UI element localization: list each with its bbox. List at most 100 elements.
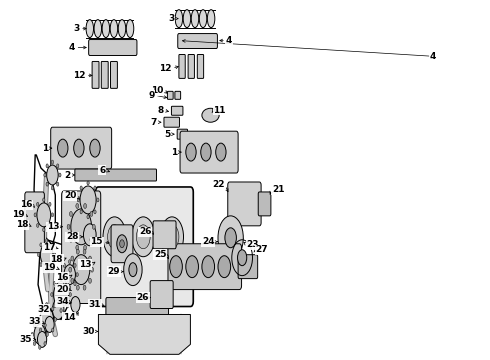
Text: 25: 25 [154,250,166,259]
Circle shape [90,211,93,216]
Circle shape [80,186,96,214]
Circle shape [49,202,51,206]
Circle shape [136,225,150,249]
Circle shape [37,202,39,206]
FancyBboxPatch shape [197,54,204,78]
Circle shape [60,276,62,280]
Text: 23: 23 [247,240,259,249]
FancyBboxPatch shape [50,127,112,169]
Text: 27: 27 [255,245,268,254]
Circle shape [69,285,71,289]
Ellipse shape [94,20,101,37]
Text: 11: 11 [214,106,226,115]
FancyBboxPatch shape [228,182,261,226]
Circle shape [51,186,53,190]
Ellipse shape [126,20,134,37]
FancyBboxPatch shape [106,298,169,315]
Text: 16: 16 [20,201,32,210]
Ellipse shape [191,10,199,28]
Ellipse shape [207,10,215,28]
Text: 4: 4 [430,52,436,61]
FancyBboxPatch shape [178,33,218,49]
Ellipse shape [86,20,94,37]
Circle shape [31,332,33,336]
Circle shape [132,217,155,257]
FancyBboxPatch shape [168,244,242,289]
Circle shape [238,250,247,266]
Text: 13: 13 [47,222,59,231]
Circle shape [74,139,84,157]
Circle shape [53,304,56,308]
Circle shape [84,245,87,250]
Circle shape [202,256,215,278]
Circle shape [34,213,36,217]
Circle shape [74,264,76,267]
Circle shape [77,198,79,202]
Circle shape [47,165,58,185]
FancyBboxPatch shape [172,106,183,115]
Circle shape [59,173,61,177]
Circle shape [129,263,137,276]
Text: 16: 16 [56,273,69,282]
Circle shape [87,215,89,219]
Circle shape [44,342,46,346]
Circle shape [43,198,45,202]
Text: 9: 9 [148,91,155,100]
Circle shape [76,273,78,276]
Circle shape [46,182,49,186]
Circle shape [90,139,100,157]
FancyBboxPatch shape [179,54,185,78]
Circle shape [186,143,196,161]
Circle shape [50,293,53,297]
Circle shape [43,228,45,232]
FancyBboxPatch shape [75,169,156,181]
Text: 26: 26 [137,293,149,302]
Ellipse shape [102,20,110,37]
Circle shape [170,256,182,278]
Circle shape [33,342,36,346]
Text: 17: 17 [43,243,55,252]
Circle shape [123,254,142,285]
Circle shape [117,235,127,253]
Text: 12: 12 [160,64,172,73]
FancyBboxPatch shape [96,187,193,306]
FancyBboxPatch shape [62,191,101,303]
Circle shape [58,139,68,157]
Circle shape [38,253,40,257]
Circle shape [56,182,59,186]
Text: 29: 29 [108,267,120,276]
Text: 28: 28 [66,232,78,241]
Circle shape [165,225,179,249]
Circle shape [39,345,41,349]
Text: 4: 4 [226,36,232,45]
FancyBboxPatch shape [164,117,179,127]
Text: 4: 4 [69,43,75,52]
Ellipse shape [202,108,219,122]
Circle shape [53,282,69,307]
Circle shape [39,307,42,311]
Circle shape [51,307,54,311]
Text: 35: 35 [20,335,32,344]
Circle shape [225,228,236,248]
FancyBboxPatch shape [153,221,176,249]
Circle shape [71,297,80,312]
Text: 15: 15 [91,237,103,246]
Text: 24: 24 [202,237,215,246]
Circle shape [52,300,64,319]
Circle shape [76,203,79,208]
Text: 21: 21 [272,185,285,194]
Circle shape [34,324,46,345]
Circle shape [46,302,48,306]
Circle shape [76,285,79,290]
Circle shape [91,267,94,272]
Circle shape [33,323,36,327]
Circle shape [94,210,96,214]
Circle shape [51,160,53,164]
Circle shape [93,224,95,229]
Circle shape [39,328,42,332]
Text: 31: 31 [89,300,101,309]
Circle shape [70,211,73,216]
Circle shape [37,203,50,227]
Circle shape [89,256,92,261]
Circle shape [38,332,47,347]
